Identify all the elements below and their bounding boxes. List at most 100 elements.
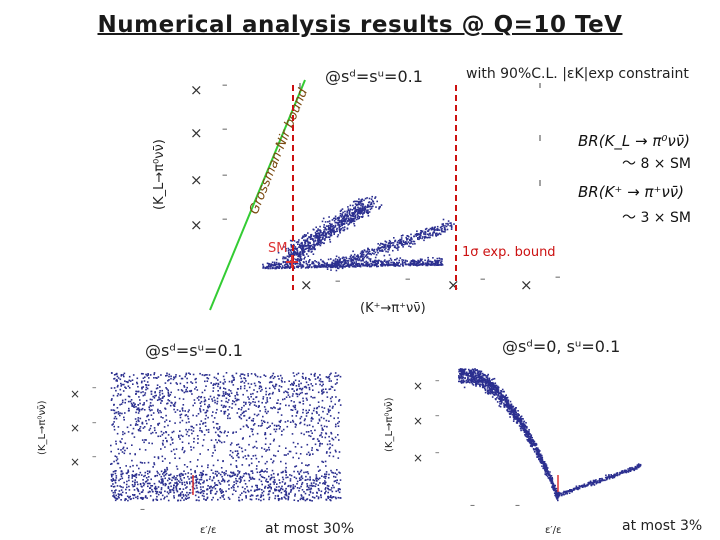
scatter-point [273, 438, 275, 441]
scatter-point [387, 263, 390, 266]
x-tick-3: × [520, 276, 533, 294]
scatter-point [283, 246, 285, 248]
scatter-point [214, 431, 217, 434]
scatter-point [328, 216, 330, 218]
scatter-point [152, 404, 154, 407]
scatter-point [198, 395, 200, 398]
scatter-point [385, 247, 387, 249]
scatter-point [265, 267, 267, 269]
scatter-point [245, 380, 247, 382]
scatter-point [307, 267, 309, 269]
scatter-point [156, 490, 159, 493]
scatter-point [243, 387, 246, 390]
scatter-point [115, 440, 117, 443]
scatter-point [216, 427, 218, 429]
scatter-point [128, 387, 131, 389]
scatter-point [299, 251, 302, 253]
scatter-point [248, 474, 251, 476]
scatter-point [313, 407, 316, 410]
scatter-point [312, 453, 314, 455]
scatter-point [247, 490, 250, 493]
scatter-point [317, 484, 320, 486]
scatter-point [188, 428, 190, 431]
scatter-point [310, 383, 312, 385]
scatter-point [275, 258, 278, 261]
scatter-point [222, 393, 225, 395]
scatter-point [328, 232, 330, 235]
scatter-point [327, 477, 330, 479]
scatter-point [120, 385, 122, 387]
scatter-point [397, 264, 399, 266]
scatter-point [402, 234, 404, 237]
scatter-point [165, 470, 167, 473]
scatter-point [211, 455, 214, 457]
scatter-point [214, 493, 217, 495]
scatter-point [184, 410, 186, 412]
scatter-point [480, 375, 483, 378]
scatter-point [206, 493, 208, 495]
scatter-point [144, 474, 146, 477]
scatter-point [295, 424, 297, 426]
scatter-point [296, 247, 299, 250]
scatter-point [145, 373, 147, 376]
scatter-point [137, 390, 140, 393]
scatter-point [359, 209, 361, 211]
scatter-point [335, 269, 338, 272]
scatter-point [290, 248, 292, 251]
scatter-point [631, 467, 633, 470]
scatter-point [377, 248, 380, 250]
scatter-point [172, 442, 174, 444]
scatter-point [247, 382, 250, 385]
scatter-point [335, 265, 338, 267]
scatter-point [341, 219, 343, 221]
scatter-point [195, 381, 197, 384]
scatter-point [338, 261, 341, 264]
scatter-point [257, 425, 260, 427]
scatter-point [142, 404, 144, 406]
scatter-point [155, 377, 157, 379]
scatter-point [164, 468, 166, 471]
scatter-point [114, 496, 116, 499]
scatter-point [488, 383, 490, 385]
scatter-point [489, 388, 492, 390]
scatter-point [371, 252, 374, 254]
scatter-point [166, 468, 168, 471]
scatter-point [223, 471, 226, 474]
scatter-point [193, 476, 195, 478]
scatter-point [271, 266, 274, 269]
scatter-point [326, 268, 329, 270]
scatter-point [347, 215, 349, 217]
scatter-point [343, 263, 346, 265]
scatter-point [113, 428, 116, 431]
scatter-point [328, 435, 330, 438]
scatter-point [267, 481, 269, 483]
scatter-point [315, 233, 318, 235]
scatter-point [329, 409, 331, 412]
scatter-point [345, 257, 348, 260]
scatter-point [220, 400, 223, 402]
scatter-point [360, 204, 362, 207]
scatter-point [209, 490, 212, 493]
scatter-point [483, 377, 485, 380]
scatter-point [272, 372, 275, 375]
scatter-point [256, 471, 259, 474]
scatter-point [156, 474, 158, 477]
scatter-point [120, 441, 122, 444]
scatter-point [309, 246, 312, 248]
scatter-point [406, 239, 408, 241]
scatter-point [438, 229, 441, 231]
scatter-point [179, 475, 181, 478]
scatter-point [339, 497, 341, 499]
scatter-point [165, 375, 167, 377]
scatter-point [308, 265, 311, 267]
scatter-point [273, 406, 275, 408]
scatter-point [510, 403, 512, 406]
scatter-point [141, 439, 144, 441]
scatter-point [372, 205, 374, 208]
scatter-point [318, 489, 320, 492]
scatter-point [318, 262, 321, 265]
scatter-point [228, 484, 230, 486]
scatter-point [366, 212, 369, 215]
scatter-point [217, 428, 219, 431]
scatter-point [125, 381, 128, 383]
